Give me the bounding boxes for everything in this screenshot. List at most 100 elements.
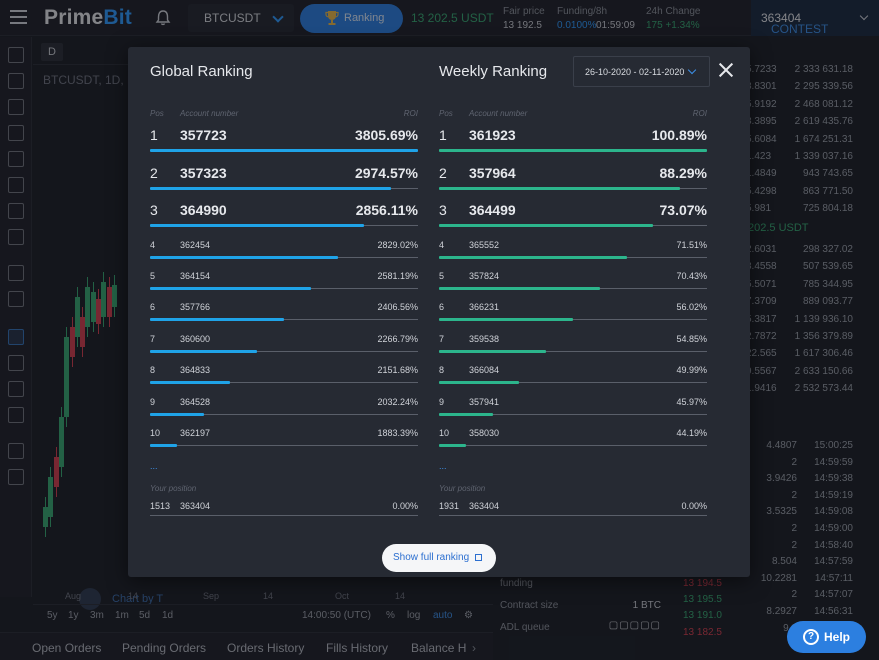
tab-orders-history[interactable]: Orders History (227, 641, 305, 655)
logo[interactable]: PrimeBit (44, 6, 132, 29)
trade-price: 13 182.5 (683, 627, 722, 638)
menu-icon[interactable] (10, 10, 27, 24)
show-full-ranking-button[interactable]: Show full ranking (382, 544, 496, 572)
eye-icon[interactable] (8, 407, 24, 423)
orderbook-bid-row[interactable]: 7.3709 889 093.77 (744, 296, 879, 312)
arrow-icon[interactable] (8, 229, 24, 245)
trendline-icon[interactable] (8, 73, 24, 89)
trade-time: 14:57:59 (814, 556, 853, 568)
rank-roi: 2856.11% (355, 202, 418, 218)
trade-row: 4.4807 15:00:25 (744, 440, 879, 456)
rank-pos: 3 (439, 202, 447, 218)
auto-toggle[interactable]: auto (433, 610, 453, 621)
orderbook-bid-row[interactable]: 1.9416 2 532 573.44 (744, 383, 879, 399)
percent-toggle[interactable]: % (386, 610, 395, 621)
trade-qty: 8.504 (771, 556, 797, 568)
ranking-row: 7 360600 2266.79% (150, 332, 418, 362)
ranking-row: 8 364833 2151.68% (150, 363, 418, 393)
orderbook-ask-row[interactable]: 5.981 725 804.18 (744, 203, 879, 219)
rank-account: 357964 (469, 164, 516, 181)
ask-qty: 2 468 081.12 (794, 98, 853, 110)
chart-time: 14:00:50 (UTC) (302, 610, 371, 621)
trade-qty: 10.2281 (760, 572, 797, 584)
rank-pos: 1 (150, 127, 158, 143)
rank-bar-fill (150, 255, 338, 259)
column-headers: Pos Account number ROI (439, 109, 707, 121)
contest-selector[interactable]: CONTEST 363404 (751, 0, 879, 36)
rank-roi: 2829.02% (377, 239, 418, 250)
rank-account: 358030 (469, 427, 500, 438)
orderbook-ask-row[interactable]: 5.7233 2 333 631.18 (744, 64, 879, 80)
zoom-icon[interactable] (8, 291, 24, 307)
orderbook-bid-row[interactable]: 22.565 1 617 306.46 (744, 348, 879, 364)
show-full-ranking-label: Show full ranking (393, 552, 470, 563)
orderbook-ask-row[interactable]: 5.6084 1 674 251.31 (744, 134, 879, 150)
prediction-icon[interactable] (8, 203, 24, 219)
gear-icon[interactable]: ⚙ (464, 610, 473, 621)
range-1d[interactable]: 1d (162, 610, 174, 621)
orderbook-bid-row[interactable]: 9.5567 2 633 150.66 (744, 366, 879, 382)
tab-balance-history[interactable]: Balance H (411, 641, 467, 655)
orderbook-bid-row[interactable]: 2.7872 1 356 379.89 (744, 331, 879, 347)
rank-account: 357824 (469, 270, 500, 281)
lock-icon[interactable] (8, 381, 24, 397)
ask-price: 5.981 (746, 203, 772, 215)
weekly-ranking-title: Weekly Ranking (439, 63, 548, 80)
rank-roi: 45.97% (676, 396, 707, 407)
trade-price: 13 191.0 (683, 610, 722, 621)
orderbook-bid-row[interactable]: 3.4558 507 539.65 (744, 261, 879, 277)
rank-account: 365552 (469, 239, 500, 250)
trophy-icon (325, 11, 339, 25)
orderbook-bid-row[interactable]: 2.6031 298 327.02 (744, 244, 879, 260)
lock-draw-icon[interactable] (8, 355, 24, 371)
rank-roi: 88.29% (659, 164, 707, 181)
orderbook-ask-row[interactable]: 5.4298 863 771.50 (744, 186, 879, 202)
tab-open-orders[interactable]: Open Orders (32, 641, 102, 655)
tab-fills-history[interactable]: Fills History (326, 641, 388, 655)
magnet-icon[interactable] (8, 329, 24, 345)
orderbook-ask-row[interactable]: 1.4849 943 743.65 (744, 168, 879, 184)
text-icon[interactable] (8, 151, 24, 167)
trash-icon[interactable] (8, 469, 24, 485)
rank-account: 362454 (180, 239, 211, 250)
range-5y[interactable]: 5y (47, 610, 58, 621)
chevron-down-icon (687, 65, 697, 75)
pattern-icon[interactable] (8, 177, 24, 193)
orderbook-ask-row[interactable]: 3.3895 2 619 435.76 (744, 116, 879, 132)
tab-pending-orders[interactable]: Pending Orders (122, 641, 207, 655)
layers-icon[interactable] (8, 443, 24, 459)
ranking-row: 1 357723 3805.69% (150, 125, 418, 161)
range-1y[interactable]: 1y (68, 610, 79, 621)
help-button[interactable]: ? Help (787, 621, 866, 653)
brush-icon[interactable] (8, 125, 24, 141)
orderbook-ask-row[interactable]: 5.9192 2 468 081.12 (744, 99, 879, 115)
orderbook-ask-row[interactable]: 1.423 1 339 037.16 (744, 151, 879, 167)
orderbook-bid-row[interactable]: 5.3817 1 139 936.10 (744, 314, 879, 330)
rank-bar-track (439, 319, 707, 321)
rank-roi: 3805.69% (354, 127, 418, 143)
orderbook-bid-row[interactable]: 5.5071 785 344.95 (744, 279, 879, 295)
fib-icon[interactable] (8, 99, 24, 115)
date-range-select[interactable]: 26-10-2020 - 02-11-2020 (573, 56, 710, 87)
trade-row: 8.2927 14:56:31 (744, 606, 879, 622)
rank-bar-track (439, 382, 707, 384)
ask-qty: 863 771.50 (802, 185, 853, 197)
x-label: Oct (335, 591, 350, 601)
range-3m[interactable]: 3m (90, 610, 104, 621)
chevron-right-icon[interactable]: › (472, 641, 476, 655)
last-price: 13 202.5 USDT (411, 11, 494, 25)
ruler-icon[interactable] (8, 265, 24, 281)
log-toggle[interactable]: log (407, 610, 421, 621)
pair-selector[interactable]: BTCUSDT (188, 4, 294, 32)
close-icon[interactable] (718, 62, 735, 79)
ranking-button[interactable]: Ranking (300, 4, 403, 33)
orderbook-ask-row[interactable]: 3.8301 2 295 339.56 (744, 81, 879, 97)
crosshair-icon[interactable] (8, 47, 24, 63)
ranking-row: 3 364990 2856.11% (150, 200, 418, 236)
range-5d[interactable]: 5d (139, 610, 151, 621)
rank-roi: 1883.39% (377, 427, 418, 438)
bell-icon[interactable] (154, 9, 172, 27)
range-1m[interactable]: 1m (115, 610, 129, 621)
interval-button[interactable]: D (41, 43, 63, 61)
candle-body (69, 327, 75, 357)
